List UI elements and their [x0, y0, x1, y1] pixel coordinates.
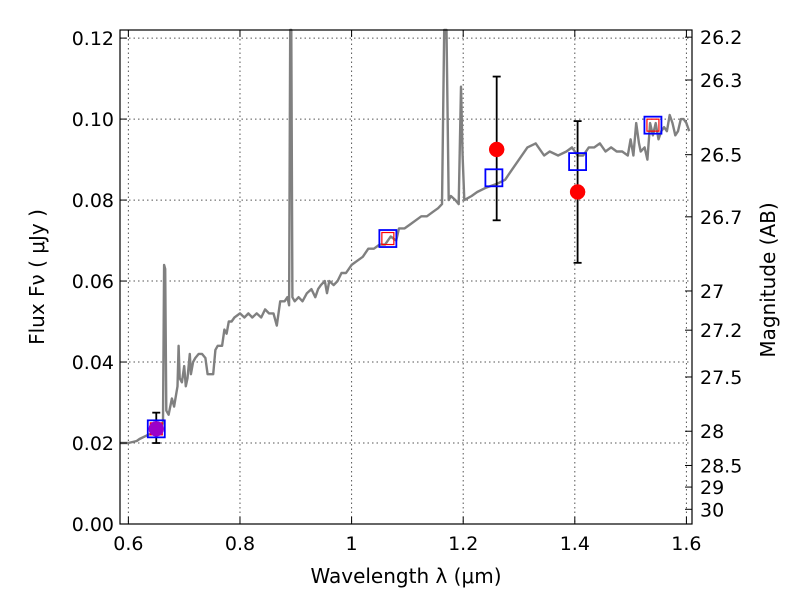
photometry-layer	[146, 75, 663, 444]
spectrum-layer	[120, 28, 691, 445]
y-tick-label: 0.10	[72, 109, 114, 131]
y-tick-label: 0.06	[72, 271, 114, 293]
model-photometry-box	[643, 115, 663, 135]
observed-point	[569, 184, 586, 200]
mag-tick-label: 28	[700, 421, 724, 443]
model-photometry-box	[484, 168, 504, 188]
x-tick-label: 1.6	[671, 533, 701, 555]
mag-tick-label: 27.2	[700, 320, 742, 342]
model-inner-box	[646, 118, 660, 132]
y-axis-label: Flux Fν ( μJy )	[25, 209, 49, 345]
mag-tick-label: 27	[700, 281, 724, 303]
mag-tick-label: 28.5	[700, 455, 742, 477]
mag-tick-label: 30	[700, 499, 724, 521]
axis-ticks: 0.6 0.8 1 1.2 1.4 1.6 0.00 0.02 0.04 0.06 0.08 0.10…	[72, 27, 743, 555]
y-tick-label: 0.12	[72, 28, 114, 50]
y-tick-label: 0.02	[72, 433, 114, 455]
mag-tick-label: 26.7	[700, 207, 742, 229]
mag-tick-label: 26.5	[700, 145, 742, 167]
mag-tick-label: 27.5	[700, 367, 742, 389]
y-tick-label: 0.04	[72, 352, 114, 374]
x-tick-label: 0.6	[113, 533, 143, 555]
mag-tick-label: 26.2	[700, 27, 742, 49]
model-photometry-box	[568, 152, 587, 171]
plot-frame	[119, 29, 693, 525]
model-photometry-box	[146, 419, 166, 439]
observed-point	[488, 141, 505, 158]
right-axis-label: Magnitude (AB)	[756, 202, 780, 357]
grid-lines	[120, 30, 692, 525]
spectrum-line	[120, 28, 691, 445]
x-tick-label: 0.8	[225, 533, 255, 555]
y-tick-label: 0.08	[72, 190, 114, 212]
mag-tick-label: 26.3	[700, 70, 742, 92]
x-tick-label: 1.2	[448, 533, 478, 555]
y-tick-label: 0.00	[72, 514, 114, 536]
mag-tick-label: 29	[700, 477, 724, 499]
model-photometry-box	[378, 229, 398, 248]
x-axis-label: Wavelength λ (μm)	[310, 564, 501, 588]
observed-point	[148, 421, 165, 437]
x-tick-label: 1	[346, 533, 358, 555]
x-tick-label: 1.4	[560, 533, 590, 555]
model-inner-box	[381, 231, 395, 246]
